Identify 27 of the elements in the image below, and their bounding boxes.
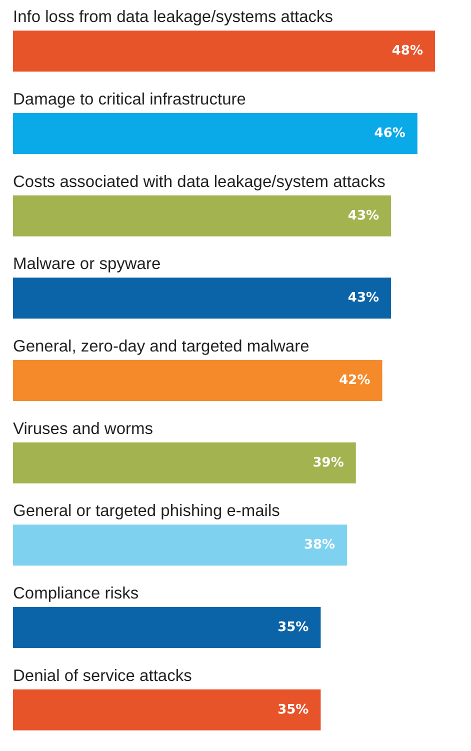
y-tick-label: Viruses and worms [13, 420, 154, 438]
y-tick-label: Compliance risks [13, 584, 139, 602]
bar [13, 607, 321, 648]
data-label: 43% [348, 290, 380, 306]
y-tick-label: General, zero-day and targeted malware [13, 338, 310, 356]
y-tick-label: Info loss from data leakage/systems attacks [13, 8, 334, 26]
y-tick-label: Costs associated with data leakage/system attacks [13, 172, 386, 191]
data-label: 35% [278, 620, 309, 635]
y-tick-label: Malware or spyware [13, 255, 161, 274]
y-tick-label: General or targeted phishing e-mails [13, 502, 280, 520]
data-label: 43% [348, 208, 380, 224]
data-label: 35% [278, 702, 309, 718]
data-label: 42% [339, 373, 370, 388]
data-label: 39% [312, 455, 344, 470]
y-tick-label: Denial of service attacks [13, 666, 192, 685]
y-tick-label: Damage to critical infrastructure [13, 90, 246, 108]
data-label: 48% [392, 44, 423, 59]
bar [13, 30, 435, 72]
bar [13, 442, 356, 484]
data-label: 46% [374, 126, 406, 141]
bar [13, 278, 392, 319]
bar [13, 360, 382, 401]
data-label: 38% [304, 538, 336, 553]
bar [13, 524, 348, 566]
bar [13, 195, 392, 236]
bar [13, 113, 418, 154]
bar [13, 689, 321, 730]
